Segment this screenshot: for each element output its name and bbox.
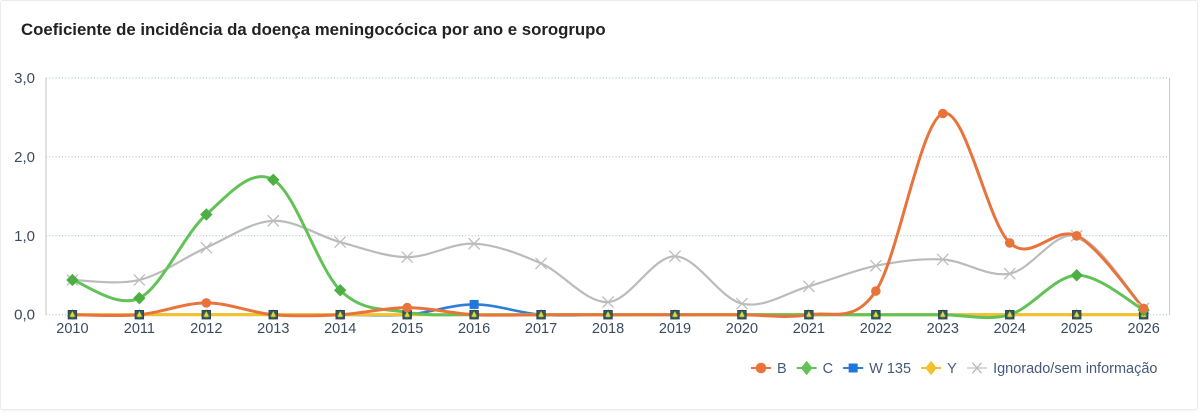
svg-text:2015: 2015 xyxy=(391,321,423,337)
svg-text:2021: 2021 xyxy=(793,321,825,337)
svg-text:2012: 2012 xyxy=(190,321,222,337)
svg-text:Y: Y xyxy=(947,361,957,377)
svg-text:2022: 2022 xyxy=(860,321,892,337)
svg-text:2024: 2024 xyxy=(994,321,1026,337)
svg-text:0,0: 0,0 xyxy=(14,307,35,324)
svg-text:Ignorado/sem informação: Ignorado/sem informação xyxy=(993,361,1157,377)
svg-text:2026: 2026 xyxy=(1128,321,1160,337)
svg-text:2017: 2017 xyxy=(525,321,557,337)
svg-text:W 135: W 135 xyxy=(869,361,911,377)
svg-text:2011: 2011 xyxy=(124,321,155,337)
svg-text:2016: 2016 xyxy=(458,321,490,337)
svg-text:2013: 2013 xyxy=(257,321,289,337)
svg-text:B: B xyxy=(777,361,787,377)
svg-text:2018: 2018 xyxy=(592,321,624,337)
svg-text:2010: 2010 xyxy=(56,321,88,337)
svg-text:C: C xyxy=(823,361,833,377)
svg-text:2014: 2014 xyxy=(324,321,356,337)
svg-text:2019: 2019 xyxy=(659,321,691,337)
svg-text:1,0: 1,0 xyxy=(14,228,35,245)
svg-text:2,0: 2,0 xyxy=(14,149,35,166)
svg-text:2025: 2025 xyxy=(1061,321,1093,337)
svg-text:2023: 2023 xyxy=(927,321,959,337)
svg-text:2020: 2020 xyxy=(726,321,758,337)
svg-text:3,0: 3,0 xyxy=(14,70,35,87)
